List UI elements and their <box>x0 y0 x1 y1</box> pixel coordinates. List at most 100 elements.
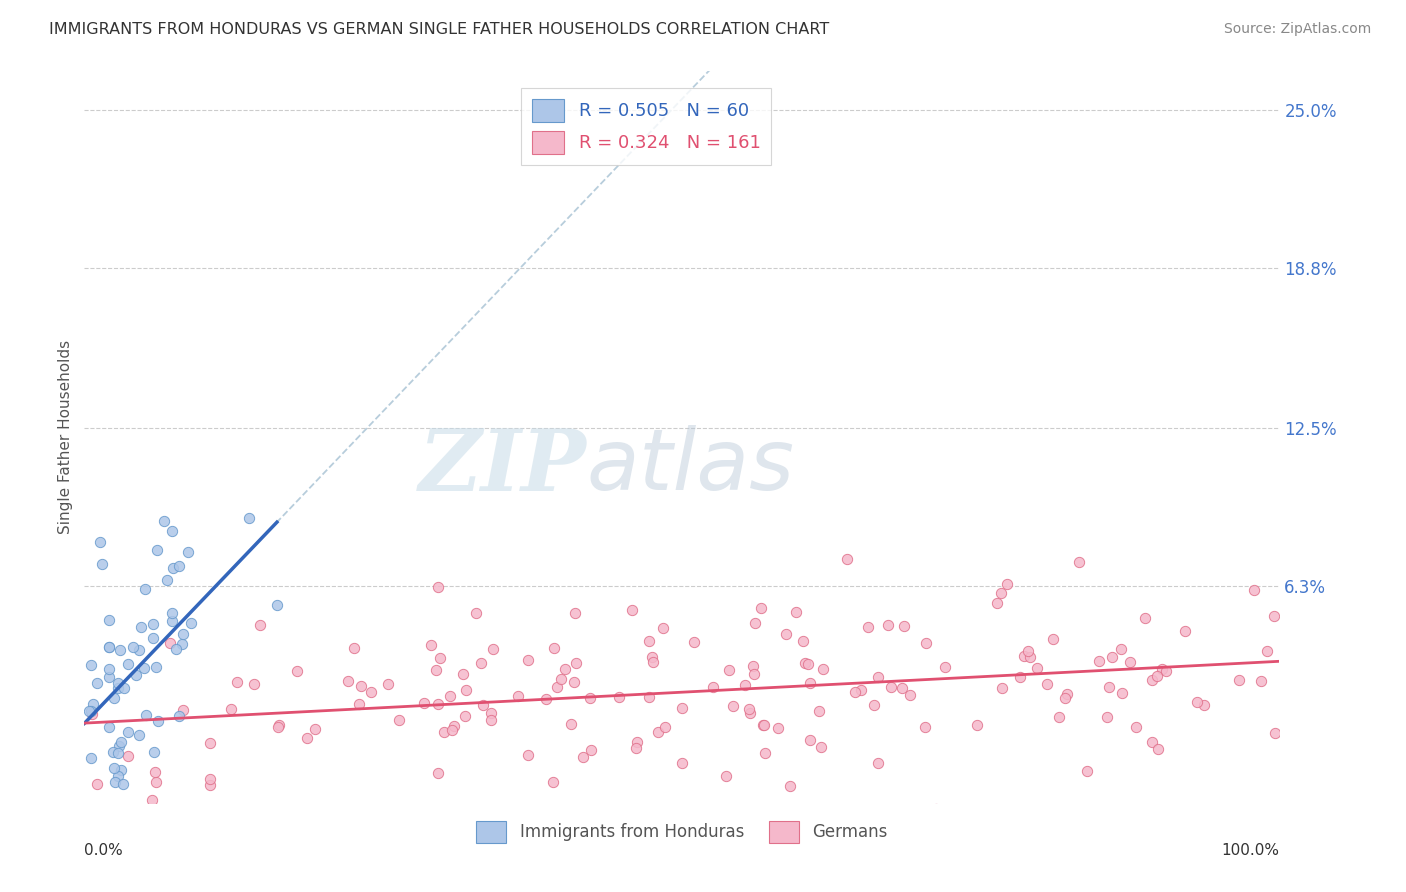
Text: Source: ZipAtlas.com: Source: ZipAtlas.com <box>1223 22 1371 37</box>
Point <box>1156 664 1178 678</box>
Point <box>779 780 801 794</box>
Point <box>360 685 382 699</box>
Point <box>742 666 765 681</box>
Point <box>285 664 308 678</box>
Point <box>162 561 184 575</box>
Point <box>1088 654 1111 668</box>
Point <box>343 641 366 656</box>
Point <box>347 697 370 711</box>
Point <box>934 660 956 674</box>
Point <box>807 704 830 718</box>
Point <box>1095 710 1118 724</box>
Point <box>377 677 399 691</box>
Point <box>752 718 775 732</box>
Point <box>336 674 359 689</box>
Point <box>624 741 647 756</box>
Point <box>641 650 664 665</box>
Point <box>565 657 588 671</box>
Point <box>426 580 449 594</box>
Point <box>799 675 821 690</box>
Point <box>741 658 763 673</box>
Point <box>866 756 889 771</box>
Point <box>1053 691 1076 706</box>
Point <box>110 763 132 777</box>
Point <box>546 680 568 694</box>
Point <box>1256 644 1278 658</box>
Point <box>97 640 120 655</box>
Point <box>98 661 121 675</box>
Point <box>797 657 820 671</box>
Point <box>129 619 152 633</box>
Point <box>155 573 177 587</box>
Point <box>128 728 150 742</box>
Point <box>702 680 724 694</box>
Point <box>112 777 135 791</box>
Point <box>454 683 477 698</box>
Point <box>785 606 807 620</box>
Point <box>652 621 675 635</box>
Point <box>621 603 644 617</box>
Point <box>135 707 157 722</box>
Point <box>1109 642 1132 657</box>
Point <box>986 596 1008 610</box>
Point <box>738 706 761 721</box>
Point <box>243 677 266 691</box>
Point <box>749 600 772 615</box>
Point <box>86 676 108 690</box>
Point <box>813 662 835 676</box>
Point <box>482 642 505 657</box>
Point <box>1097 681 1119 695</box>
Point <box>125 668 148 682</box>
Point <box>683 635 706 649</box>
Point <box>89 535 111 549</box>
Point <box>349 679 371 693</box>
Point <box>925 802 948 816</box>
Point <box>148 714 170 729</box>
Point <box>141 793 163 807</box>
Point <box>862 698 884 712</box>
Point <box>145 660 167 674</box>
Point <box>134 582 156 596</box>
Point <box>219 702 242 716</box>
Point <box>554 662 576 676</box>
Point <box>716 769 738 783</box>
Point <box>464 606 486 620</box>
Point <box>1042 632 1064 646</box>
Point <box>1111 686 1133 700</box>
Point <box>915 636 938 650</box>
Point <box>103 761 125 775</box>
Point <box>238 510 260 524</box>
Point <box>86 776 108 790</box>
Point <box>718 664 741 678</box>
Point <box>107 681 129 696</box>
Point <box>160 614 183 628</box>
Point <box>995 577 1018 591</box>
Point <box>143 765 166 780</box>
Point <box>1147 742 1170 756</box>
Point <box>172 627 194 641</box>
Point <box>429 650 451 665</box>
Point <box>990 586 1012 600</box>
Point <box>117 724 139 739</box>
Point <box>388 713 411 727</box>
Point <box>412 696 434 710</box>
Point <box>169 708 191 723</box>
Point <box>1056 687 1078 701</box>
Point <box>267 720 290 734</box>
Point <box>103 745 125 759</box>
Point <box>734 678 756 692</box>
Point <box>82 697 104 711</box>
Point <box>198 778 221 792</box>
Point <box>266 599 288 613</box>
Point <box>80 751 103 765</box>
Point <box>799 732 821 747</box>
Point <box>419 639 441 653</box>
Text: 0.0%: 0.0% <box>84 843 124 858</box>
Point <box>1174 624 1197 638</box>
Point <box>564 607 586 621</box>
Point <box>1076 764 1098 778</box>
Point <box>177 545 200 559</box>
Point <box>425 664 447 678</box>
Point <box>607 690 630 705</box>
Point <box>433 725 456 739</box>
